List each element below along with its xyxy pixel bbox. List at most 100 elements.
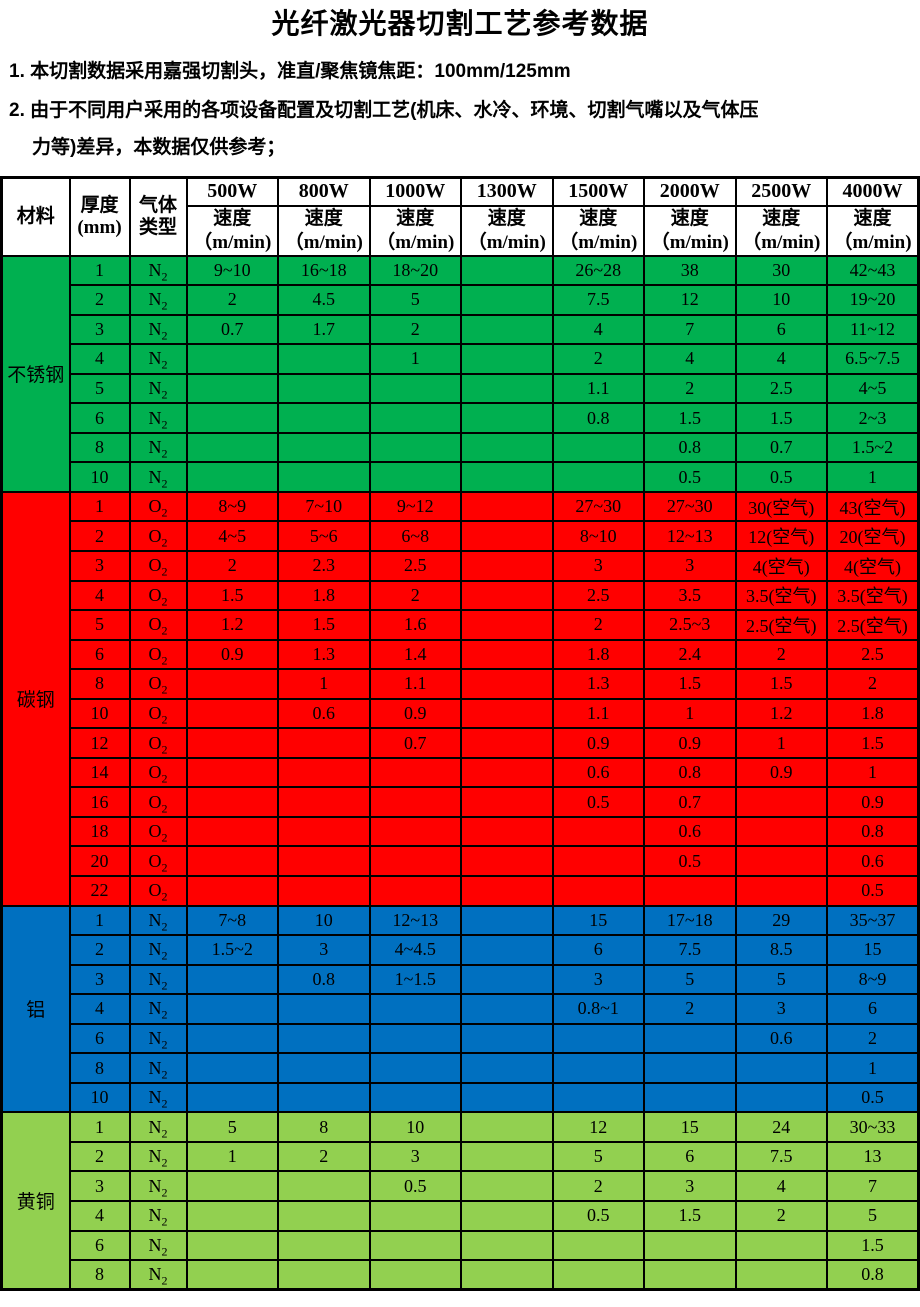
- gas-cell: N2: [128, 1081, 188, 1114]
- thickness-cell: 1: [68, 904, 131, 937]
- header-power-1300W: 1300W: [460, 176, 554, 207]
- speed-cell: 35~37: [826, 904, 920, 937]
- speed-cell: [368, 461, 462, 493]
- speed-cell: [460, 490, 554, 523]
- material-cell: 黄铜: [0, 1111, 71, 1291]
- speed-cell: 5: [734, 963, 828, 996]
- speed-cell: [368, 431, 462, 464]
- speed-cell: [460, 934, 554, 966]
- speed-cell: 2.5: [826, 638, 920, 671]
- table-row: 8 N2 1: [1, 1052, 920, 1084]
- speed-cell: 3.5: [643, 579, 737, 612]
- speed-cell: 5: [826, 1200, 920, 1232]
- speed-cell: [460, 1140, 554, 1173]
- speed-cell: [551, 1259, 645, 1291]
- speed-cell: 17~18: [643, 904, 737, 937]
- speed-cell: 24: [734, 1111, 828, 1143]
- speed-cell: 1.1: [368, 668, 462, 700]
- speed-cell: [460, 727, 554, 759]
- header-power-800W: 800W: [277, 176, 371, 207]
- speed-cell: 1.5: [826, 727, 920, 759]
- speed-cell: 12(空气): [734, 520, 828, 552]
- gas-cell: O2: [128, 520, 188, 552]
- material-cell: 碳钢: [0, 490, 71, 907]
- material-cell: 铝: [0, 904, 71, 1114]
- speed-cell: [277, 786, 371, 818]
- thickness-cell: 22: [68, 874, 131, 907]
- speed-cell: [277, 1052, 371, 1084]
- speed-cell: 1.8: [826, 697, 920, 730]
- speed-cell: [460, 638, 554, 671]
- header-speed-unit: 速度 （m/min): [826, 204, 920, 257]
- speed-cell: [277, 815, 371, 848]
- speed-cell: 2.5~3: [643, 609, 737, 641]
- table-row: 6 O2 0.9 1.3 1.4 1.8 2.4 2 2.5: [1, 638, 920, 671]
- gas-cell: O2: [128, 815, 188, 848]
- speed-cell: 1: [826, 461, 920, 493]
- speed-cell: 6: [826, 993, 920, 1025]
- speed-cell: [277, 874, 371, 907]
- speed-cell: 8.5: [734, 934, 828, 966]
- speed-cell: 2: [734, 1200, 828, 1232]
- speed-cell: 10: [734, 284, 828, 316]
- speed-cell: 2: [734, 638, 828, 671]
- speed-cell: 2: [368, 313, 462, 346]
- speed-cell: [185, 845, 279, 877]
- gas-cell: O2: [128, 845, 188, 877]
- gas-cell: O2: [128, 756, 188, 789]
- header-power-2000W: 2000W: [643, 176, 737, 207]
- table-row: 2 O2 4~5 5~6 6~8 8~10 12~13 12(空气) 20(空气): [1, 520, 920, 552]
- speed-cell: [734, 815, 828, 848]
- speed-cell: [277, 1170, 371, 1202]
- gas-cell: O2: [128, 668, 188, 700]
- thickness-cell: 1: [68, 254, 131, 287]
- header-speed-unit: 速度 （m/min): [368, 204, 462, 257]
- speed-cell: 12~13: [368, 904, 462, 937]
- speed-cell: 12~13: [643, 520, 737, 552]
- speed-cell: 2.5(空气): [734, 609, 828, 641]
- speed-cell: [277, 402, 371, 434]
- speed-cell: 1.3: [551, 668, 645, 700]
- speed-cell: 30: [734, 254, 828, 287]
- speed-cell: [460, 697, 554, 730]
- thickness-cell: 3: [68, 549, 131, 582]
- speed-cell: [368, 786, 462, 818]
- speed-cell: 1.4: [368, 638, 462, 671]
- table-row: 5 N2 1.1 2 2.5 4~5: [1, 372, 920, 405]
- speed-cell: [551, 1229, 645, 1262]
- speed-cell: 7: [643, 313, 737, 346]
- speed-cell: 1: [826, 756, 920, 789]
- speed-cell: [368, 1081, 462, 1114]
- speed-cell: 1~1.5: [368, 963, 462, 996]
- header-thickness: 厚度 (mm): [68, 176, 131, 257]
- speed-cell: 2: [551, 343, 645, 375]
- speed-cell: 0.6: [643, 815, 737, 848]
- table-row: 8 N2 0.8 0.7 1.5~2: [1, 431, 920, 464]
- speed-cell: 0.8: [277, 963, 371, 996]
- speed-cell: [551, 431, 645, 464]
- speed-cell: 1.2: [185, 609, 279, 641]
- thickness-cell: 6: [68, 1229, 131, 1262]
- speed-cell: 0.6: [734, 1022, 828, 1055]
- speed-cell: [185, 815, 279, 848]
- table-row: 20 O2 0.5 0.6: [1, 845, 920, 877]
- speed-cell: 4~5: [185, 520, 279, 552]
- speed-cell: 4~5: [826, 372, 920, 405]
- speed-cell: [185, 1229, 279, 1262]
- speed-cell: 2: [185, 549, 279, 582]
- speed-cell: 2: [826, 1022, 920, 1055]
- speed-cell: [734, 1081, 828, 1114]
- speed-cell: [277, 1259, 371, 1291]
- speed-cell: [460, 609, 554, 641]
- thickness-cell: 10: [68, 461, 131, 493]
- table-row: 5 O2 1.2 1.5 1.6 2 2.5~3 2.5(空气) 2.5(空气): [1, 609, 920, 641]
- speed-cell: [185, 1081, 279, 1114]
- speed-cell: [734, 1052, 828, 1084]
- speed-cell: [185, 993, 279, 1025]
- speed-cell: 1.3: [277, 638, 371, 671]
- speed-cell: 0.5: [826, 874, 920, 907]
- table-row: 2 N2 1.5~2 3 4~4.5 6 7.5 8.5 15: [1, 934, 920, 966]
- header-power-1500W: 1500W: [551, 176, 645, 207]
- speed-cell: [460, 343, 554, 375]
- gas-cell: N2: [128, 963, 188, 996]
